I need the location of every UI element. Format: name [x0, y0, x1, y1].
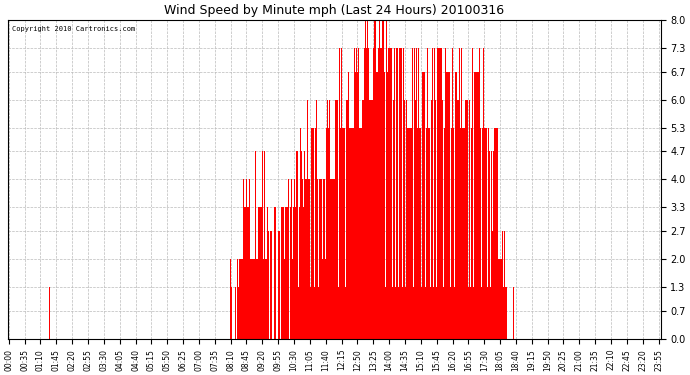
- Text: Copyright 2010 Cartronics.com: Copyright 2010 Cartronics.com: [12, 26, 135, 32]
- Title: Wind Speed by Minute mph (Last 24 Hours) 20100316: Wind Speed by Minute mph (Last 24 Hours)…: [164, 4, 504, 17]
